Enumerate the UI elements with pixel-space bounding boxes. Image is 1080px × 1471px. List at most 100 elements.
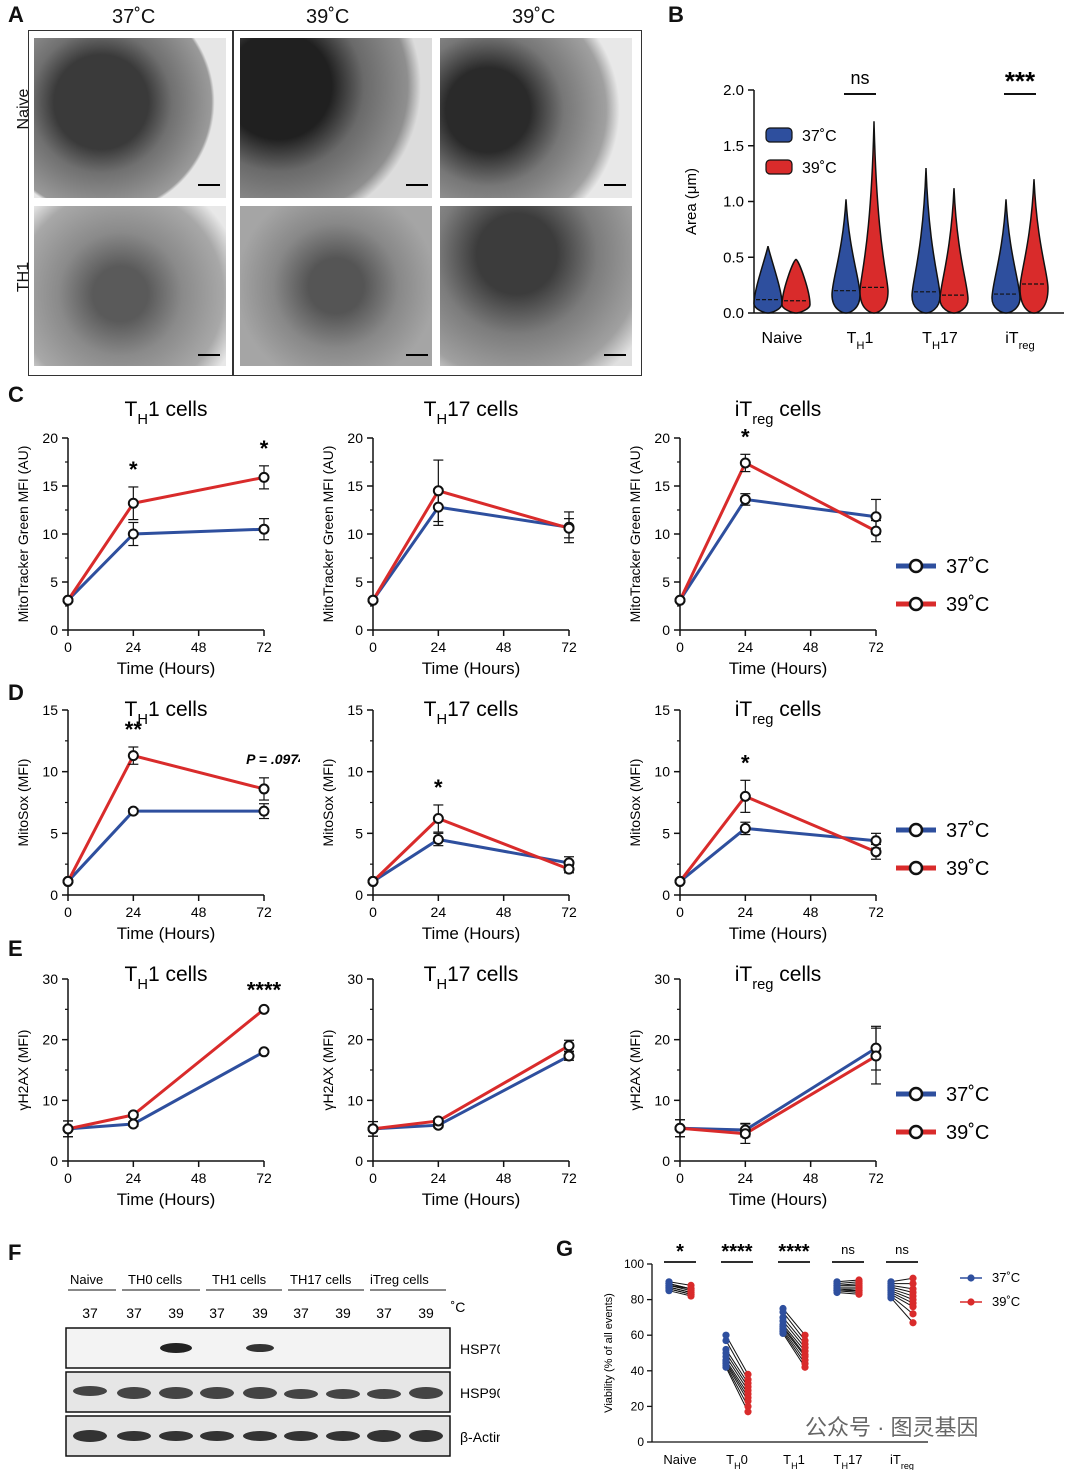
x-axis-label: Time (Hours) (729, 924, 828, 943)
x-axis-label: Time (Hours) (422, 659, 521, 678)
temp-unit: ˚C (451, 1299, 466, 1315)
significance-annotation: **** (247, 978, 282, 1003)
point-37 (833, 1288, 841, 1297)
line-chart-mitotracker-th17: TH17 cells 0 5 10 15 20 0 24 48 72 Time (Hours) Mit… (320, 398, 577, 678)
pair-line (725, 1365, 749, 1407)
x-axis-label: Time (Hours) (422, 924, 521, 943)
data-point-37 (739, 822, 751, 834)
x-tick-label: 24 (431, 639, 447, 655)
x-tick-label: 72 (868, 1170, 884, 1186)
x-tick-label: 48 (496, 1170, 512, 1186)
x-category-label: iTreg (1005, 330, 1035, 352)
point-39 (687, 1285, 695, 1293)
lane-temp: 37 (126, 1305, 142, 1321)
watermark: 公众号 · 图灵基因 (805, 1415, 979, 1440)
x-tick-label: 48 (803, 1170, 819, 1186)
pair-line (782, 1325, 806, 1356)
blot-label-hsp90: HSP90 (460, 1385, 500, 1401)
significance-annotation: ns (895, 1242, 909, 1257)
chart-title: iTreg cells (735, 963, 822, 993)
data-point-39 (127, 1109, 139, 1121)
y-tick-label: 5 (662, 574, 670, 590)
em-image-th1-37 (34, 206, 226, 366)
y-axis-label: Area (μm) (683, 168, 700, 235)
legend-marker-37 (967, 1274, 975, 1282)
lane-temp: 39 (418, 1305, 434, 1321)
series-line-39 (678, 460, 877, 601)
data-point-39 (870, 846, 882, 858)
significance-annotation: P = .0974 (246, 751, 300, 767)
y-tick-label: 0 (355, 887, 363, 903)
legend-label-37: 37˚C (946, 556, 989, 578)
x-category-label: TH17 (834, 1452, 863, 1470)
blot-label-hsp70: HSP70 (460, 1341, 500, 1357)
y-tick-label: 0 (662, 622, 670, 638)
x-category-label: TH17 (922, 330, 958, 352)
em-image-naive-39b (440, 38, 632, 198)
point-39 (855, 1290, 863, 1298)
chart-title: iTreg cells (735, 398, 822, 428)
point-39 (687, 1290, 695, 1298)
violin-39 (859, 121, 889, 314)
legend-c: 37˚C 39˚C (896, 556, 989, 616)
x-tick-label: 48 (803, 639, 819, 655)
y-tick-label: 20 (42, 1032, 58, 1048)
em-grid (28, 30, 642, 376)
y-tick-label: 2.0 (723, 82, 744, 99)
y-tick-label: 15 (42, 478, 58, 494)
em-col-label-39b: 39˚C (512, 6, 556, 28)
legend-swatch-37 (765, 127, 793, 143)
data-point-39 (367, 875, 379, 887)
pair-line (890, 1288, 914, 1297)
y-tick-label: 20 (631, 1399, 645, 1413)
lane-temp: 37 (82, 1305, 98, 1321)
series-line-37 (679, 826, 877, 883)
data-point-39 (258, 471, 270, 483)
point-37 (665, 1285, 673, 1293)
x-tick-label: 0 (64, 1170, 72, 1186)
band (246, 1344, 274, 1352)
x-tick-label: 72 (256, 639, 272, 655)
data-point-37 (258, 523, 270, 535)
y-axis-label: MitoTracker Green MFI (AU) (15, 446, 31, 623)
data-point-39 (870, 525, 882, 537)
lane-temp: 39 (168, 1305, 184, 1321)
y-tick-label: 0 (50, 887, 58, 903)
pair-line (782, 1327, 806, 1357)
significance-annotation: * (434, 775, 443, 800)
point-39 (744, 1370, 752, 1378)
y-tick-label: 60 (631, 1328, 645, 1342)
data-point-39 (563, 1040, 575, 1052)
series-line-39 (371, 489, 570, 602)
pair-line (668, 1283, 692, 1290)
violin-39 (781, 258, 811, 314)
y-tick-label: 15 (347, 702, 363, 718)
y-axis-label: γH2AX (MFI) (627, 1030, 643, 1111)
y-tick-label: 10 (42, 1092, 58, 1108)
y-tick-label: 1.0 (723, 194, 744, 211)
x-category-label: iTreg (890, 1452, 914, 1470)
point-39 (909, 1319, 917, 1327)
pair-line (725, 1367, 749, 1412)
x-axis-label: Time (Hours) (729, 1190, 828, 1209)
point-37 (722, 1336, 730, 1345)
lane-temp: 37 (209, 1305, 225, 1321)
data-point-39 (739, 1128, 751, 1140)
em-row-label-naive: Naive (15, 88, 32, 130)
chart-title: TH17 cells (424, 698, 519, 728)
data-point-37 (563, 1050, 575, 1062)
line-chart-gh2ax-th17: TH17 cells 0 10 20 30 0 24 48 72 Time (Hours) γH2A… (320, 963, 577, 1209)
chart-title: TH1 cells (125, 398, 208, 428)
panel-letter-g: G (556, 1236, 574, 1261)
pair-line (782, 1308, 806, 1336)
x-tick-label: 48 (191, 639, 207, 655)
legend-d: 37˚C 39˚C (896, 820, 989, 880)
y-tick-label: 30 (654, 971, 670, 987)
line-chart-mitotracker-th1: TH1 cells 0 5 10 15 20 0 24 48 72 Time (Hours) Mito… (15, 398, 272, 678)
chart-title: TH17 cells (424, 963, 519, 993)
x-axis-label: Time (Hours) (422, 1190, 521, 1209)
legend-marker (908, 860, 924, 876)
legend-label-39: 39˚C (946, 1122, 989, 1144)
significance-annotation: * (260, 436, 269, 461)
scale-bar (198, 184, 220, 186)
